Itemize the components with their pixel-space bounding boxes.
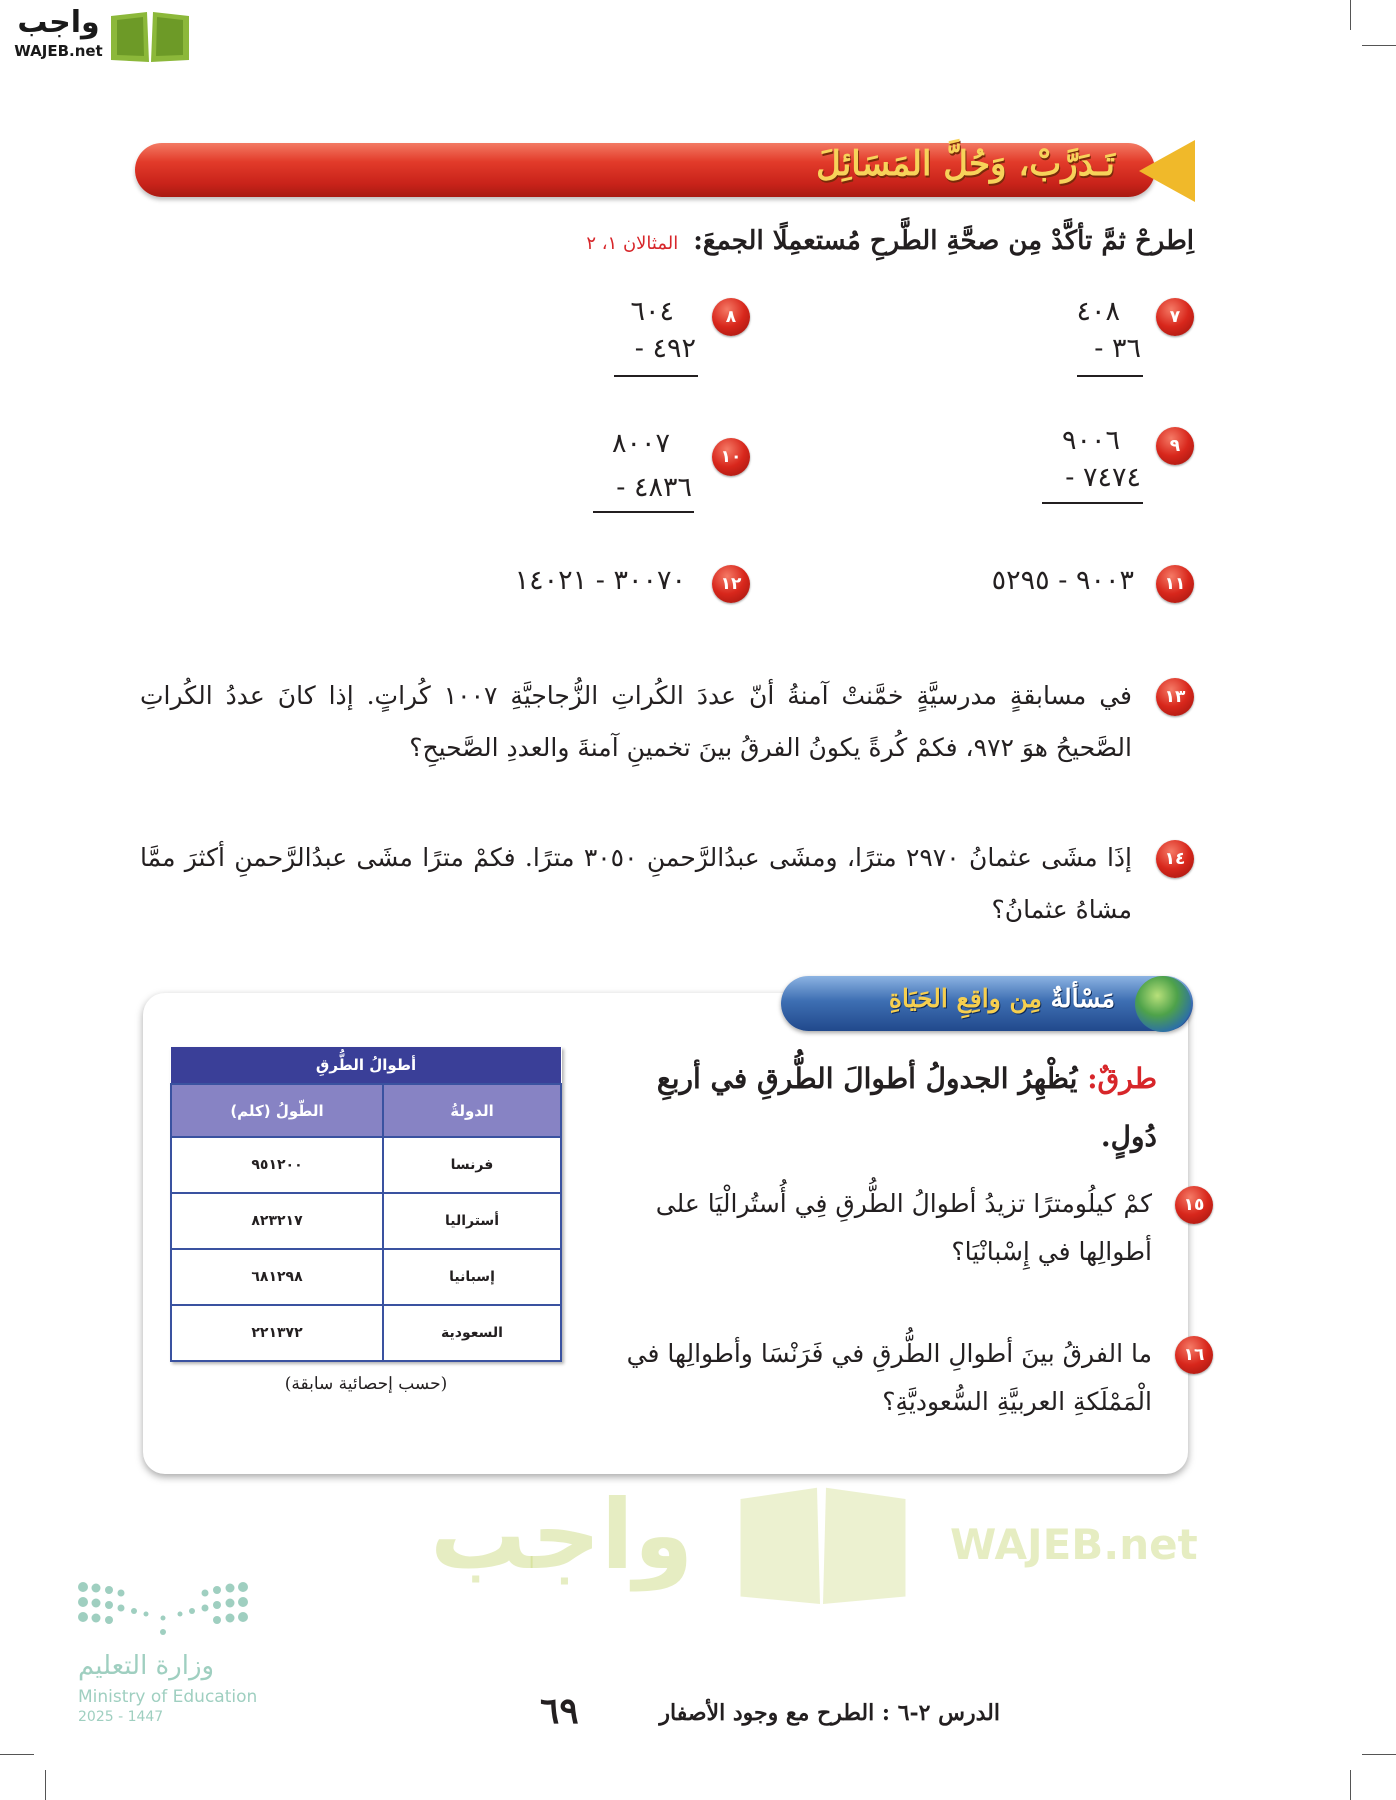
crop-mark bbox=[1362, 1754, 1396, 1755]
watermark-book-icon bbox=[740, 1487, 906, 1604]
road-lengths-table: أطوالُ الطُّرقِ الدولةُ الطّولُ (كلم) فر… bbox=[170, 1047, 562, 1362]
wajeb-logo-latin: WAJEB.net bbox=[14, 42, 103, 60]
crop-mark bbox=[0, 1754, 34, 1755]
watermark-latin: WAJEB.net bbox=[950, 1520, 1198, 1569]
table-header-length: الطّولُ (كلم) bbox=[170, 1083, 384, 1138]
exercise-badge-10: ١٠ bbox=[712, 438, 750, 476]
problem-14-text: إذَا مشَى عثمانُ ٢٩٧٠ مترًا، ومشَى عبدُا… bbox=[140, 843, 1133, 924]
triangle-icon bbox=[1139, 140, 1195, 202]
crop-mark bbox=[1362, 45, 1396, 46]
table-cell-country: أستراليا bbox=[382, 1192, 562, 1250]
problem-15-text: كمْ كيلُومترًا تزيدُ أطوالُ الطُّرقِ فِي… bbox=[655, 1189, 1152, 1266]
exercise-8-rule bbox=[614, 375, 698, 377]
table-cell-length: ٩٥١٢٠٠ bbox=[170, 1136, 384, 1194]
table-row: السعودية ٢٢١٣٧٢ bbox=[170, 1304, 562, 1362]
problem-16-text: ما الفرقُ بينَ أطوالِ الطُّرقِ في فَرَنْ… bbox=[626, 1339, 1152, 1416]
exercise-badge-12: ١٢ bbox=[712, 565, 750, 603]
exercise-7-bottom: ٣٦ - bbox=[1094, 333, 1141, 364]
exercise-badge-7: ٧ bbox=[1156, 298, 1194, 336]
crop-mark bbox=[1350, 1770, 1351, 1800]
instruction-text: اِطرحْ ثمَّ تأكَّدْ مِن صحَّةِ الطَّرحِ … bbox=[693, 226, 1194, 256]
real-life-intro: طرقٌ: يُظْهِرُ الجدولُ أطوالَ الطُّرقِ ف… bbox=[597, 1050, 1157, 1166]
banner-title: تَـدَرَّبْ، وَحُلَّ المَسَائِلَ bbox=[816, 144, 1115, 184]
ministry-year: 2025 - 1447 bbox=[78, 1709, 164, 1725]
exercise-7-top: ٤٠٨ bbox=[1076, 296, 1120, 327]
instruction-reference: المثالان ١، ٢ bbox=[586, 233, 679, 254]
problem-badge-15: ١٥ bbox=[1175, 1186, 1213, 1224]
ministry-english: Ministry of Education bbox=[78, 1687, 258, 1707]
table-cell-length: ٨٢٣٢١٧ bbox=[170, 1192, 384, 1250]
table-row: أستراليا ٨٢٣٢١٧ bbox=[170, 1192, 562, 1250]
table-row: إسبانيا ٦٨١٢٩٨ bbox=[170, 1248, 562, 1306]
exercise-10-top: ٨٠٠٧ bbox=[611, 428, 670, 459]
problem-badge-14: ١٤ bbox=[1156, 840, 1194, 878]
exercise-7-rule bbox=[1077, 375, 1143, 377]
problem-13-text: في مسابقةٍ مدرسيَّةٍ خمَّنتْ آمنةُ أنّ ع… bbox=[140, 681, 1133, 762]
real-life-title-part1: مَسْألةٌ bbox=[1050, 984, 1115, 1013]
exercise-8-top: ٦٠٤ bbox=[630, 296, 674, 327]
table-cell-length: ٦٨١٢٩٨ bbox=[170, 1248, 384, 1306]
ministry-dots-logo bbox=[78, 1582, 248, 1635]
table-row: فرنسا ٩٥١٢٠٠ bbox=[170, 1136, 562, 1194]
table-cell-length: ٢٢١٣٧٢ bbox=[170, 1304, 384, 1362]
table-cell-country: السعودية bbox=[382, 1304, 562, 1362]
section-banner: تَـدَرَّبْ، وَحُلَّ المَسَائِلَ bbox=[135, 140, 1195, 202]
real-life-header: مَسْألةٌ مِن واقِعِ الحَيَاةِ bbox=[781, 976, 1193, 1032]
lesson-title: الدرس ٢-٦ : الطرح مع وجود الأصفار bbox=[659, 1700, 1000, 1726]
exercise-9-bottom: ٧٤٧٤ - bbox=[1065, 462, 1141, 493]
problem-badge-16: ١٦ bbox=[1175, 1336, 1213, 1374]
exercise-9-top: ٩٠٠٦ bbox=[1061, 425, 1120, 456]
real-life-title-part2: مِن واقِعِ الحَيَاةِ bbox=[888, 984, 1042, 1013]
book-icon bbox=[111, 12, 189, 62]
wajeb-logo-arabic: واجب bbox=[17, 5, 100, 40]
instruction: اِطرحْ ثمَّ تأكَّدْ مِن صحَّةِ الطَّرحِ … bbox=[586, 226, 1194, 256]
real-life-intro-label: طرقٌ: bbox=[1087, 1062, 1157, 1095]
exercise-8-bottom: ٤٩٢ - bbox=[634, 333, 696, 364]
exercise-badge-9: ٩ bbox=[1156, 427, 1194, 465]
real-life-intro-text: يُظْهِرُ الجدولُ أطوالَ الطُّرقِ في أربع… bbox=[656, 1062, 1157, 1153]
ministry-arabic: وزارة التعليم bbox=[78, 1651, 215, 1681]
table-title: أطوالُ الطُّرقِ bbox=[171, 1047, 561, 1084]
watermark-arabic: واجب bbox=[430, 1479, 694, 1591]
exercise-10-bottom: ٤٨٣٦ - bbox=[616, 472, 692, 503]
exercise-10-rule bbox=[593, 511, 694, 513]
exercise-9-rule bbox=[1042, 502, 1143, 504]
real-life-title: مَسْألةٌ مِن واقِعِ الحَيَاةِ bbox=[889, 984, 1115, 1013]
exercise-badge-11: ١١ bbox=[1156, 565, 1194, 603]
table-header-country: الدولةُ bbox=[382, 1083, 562, 1138]
crop-mark bbox=[45, 1770, 46, 1800]
table-cell-country: فرنسا bbox=[382, 1136, 562, 1194]
globe-icon bbox=[1135, 976, 1191, 1032]
crop-mark bbox=[1350, 0, 1351, 30]
exercise-12-expression: ٣٠٠٧٠ - ١٤٠٢١ bbox=[514, 565, 686, 596]
exercise-11-expression: ٩٠٠٣ - ٥٢٩٥ bbox=[991, 565, 1134, 596]
page-number: ٦٩ bbox=[540, 1690, 579, 1732]
table-caption: (حسب إحصائية سابقة) bbox=[284, 1374, 448, 1394]
exercise-badge-8: ٨ bbox=[712, 298, 750, 336]
problem-badge-13: ١٣ bbox=[1156, 678, 1194, 716]
banner-bar bbox=[135, 143, 1155, 197]
wajeb-logo[interactable]: واجب WAJEB.net bbox=[11, 6, 191, 64]
table-cell-country: إسبانيا bbox=[382, 1248, 562, 1306]
